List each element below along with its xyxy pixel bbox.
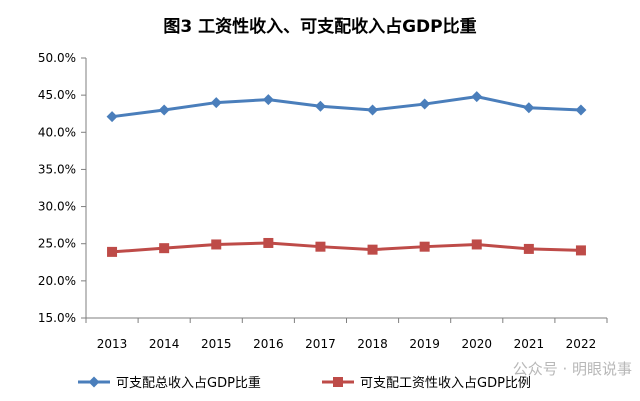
legend-item: 可支配工资性收入占GDP比例 xyxy=(322,376,531,391)
x-tick-label: 2013 xyxy=(97,337,128,351)
data-point xyxy=(367,244,378,255)
data-point xyxy=(159,243,170,254)
series-1 xyxy=(106,91,587,123)
y-tick-label: 35.0% xyxy=(38,162,76,176)
data-point xyxy=(471,239,482,250)
data-point xyxy=(367,104,379,116)
data-point xyxy=(471,91,483,103)
y-tick-label: 20.0% xyxy=(38,274,76,288)
data-point xyxy=(419,241,430,252)
data-point xyxy=(315,241,326,252)
data-point xyxy=(575,104,587,116)
series-layer xyxy=(106,91,587,257)
x-tick-label: 2017 xyxy=(305,337,336,351)
series-line xyxy=(111,95,582,119)
y-tick-label: 40.0% xyxy=(38,125,76,139)
data-point xyxy=(210,97,222,109)
y-tick-label: 25.0% xyxy=(38,237,76,251)
x-tick-label: 2015 xyxy=(201,337,232,351)
y-axis: 50.0% 45.0% 40.0% 35.0% 30.0% 25.0% 20.0% 15.0% xyxy=(38,51,86,325)
data-point xyxy=(107,246,118,257)
x-tick-label: 2016 xyxy=(253,337,284,351)
y-tick-label: 15.0% xyxy=(38,311,76,325)
data-point xyxy=(314,100,326,112)
watermark: 公众号 · 明眼说事 xyxy=(513,360,632,378)
y-tick-label: 30.0% xyxy=(38,200,76,214)
x-tick-label: 2018 xyxy=(357,337,388,351)
data-point xyxy=(523,102,535,114)
data-point xyxy=(575,245,586,256)
legend: 可支配总收入占GDP比重 可支配工资性收入占GDP比例 xyxy=(78,375,531,391)
legend-label: 可支配总收入占GDP比重 xyxy=(116,375,261,391)
data-point xyxy=(106,111,118,123)
x-axis: 2013 2014 2015 2016 2017 2018 2019 2020 2021 2022 xyxy=(85,318,608,351)
legend-swatch-marker xyxy=(333,377,343,387)
x-tick-label: 2014 xyxy=(149,337,180,351)
x-tick-label: 2021 xyxy=(514,337,545,351)
legend-label: 可支配工资性收入占GDP比例 xyxy=(360,376,531,391)
data-point xyxy=(523,243,534,254)
x-tick-label: 2019 xyxy=(409,337,440,351)
x-tick-label: 2020 xyxy=(461,337,492,351)
y-tick-label: 45.0% xyxy=(38,88,76,102)
data-point xyxy=(262,94,274,106)
x-tick-label: 2022 xyxy=(566,337,597,351)
series-2 xyxy=(107,237,586,257)
data-point xyxy=(211,239,222,250)
chart-title: 图3 工资性收入、可支配收入占GDP比重 xyxy=(163,16,476,37)
series-line xyxy=(111,241,581,254)
data-point xyxy=(419,98,431,110)
data-point xyxy=(263,237,274,248)
y-tick-label: 50.0% xyxy=(38,51,76,65)
legend-swatch-marker xyxy=(88,376,100,388)
legend-item: 可支配总收入占GDP比重 xyxy=(78,375,261,391)
data-point xyxy=(158,104,170,116)
